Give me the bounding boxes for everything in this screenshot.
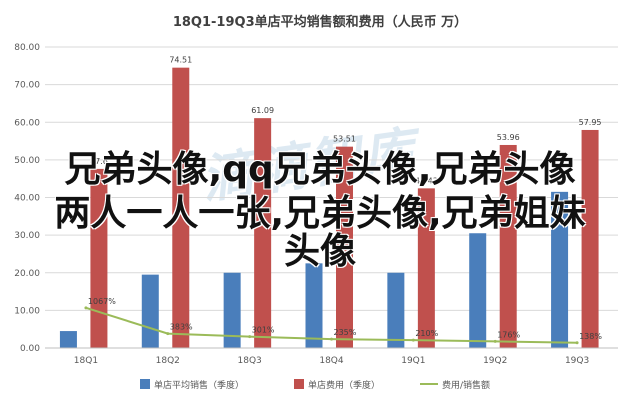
x-tick-label: 18Q2 bbox=[156, 356, 180, 366]
y-tick-label: 80.00 bbox=[14, 43, 40, 53]
data-label-ratio: 383% bbox=[170, 323, 193, 332]
bar-cost bbox=[254, 118, 272, 349]
bar-cost bbox=[336, 146, 353, 348]
bar-cost bbox=[581, 129, 599, 348]
data-label-ratio: 138% bbox=[579, 332, 602, 341]
x-tick-label: 18Q3 bbox=[238, 356, 262, 366]
bar-sales bbox=[59, 331, 77, 348]
y-tick-label: 70.00 bbox=[14, 81, 40, 91]
bar-sales bbox=[305, 263, 323, 348]
data-label-cost: 42.43 bbox=[415, 176, 438, 185]
chart-title: 18Q1-19Q3单店平均销售额和费用（人民币 万） bbox=[173, 14, 467, 30]
y-tick-label: 10.00 bbox=[14, 306, 40, 316]
ratio-point bbox=[84, 306, 88, 310]
y-tick-label: 40.00 bbox=[14, 194, 40, 204]
legend-swatch bbox=[140, 379, 150, 389]
x-tick-label: 19Q2 bbox=[483, 356, 507, 366]
data-label-ratio: 1067% bbox=[88, 297, 116, 306]
data-label-ratio: 176% bbox=[497, 330, 520, 339]
x-tick-label: 19Q1 bbox=[401, 356, 425, 366]
bar-cost bbox=[90, 168, 108, 348]
y-tick-label: 20.00 bbox=[14, 269, 40, 279]
legend-label: 单店平均销售（季度） bbox=[154, 379, 244, 391]
data-label-cost: 53.51 bbox=[333, 135, 356, 144]
y-tick-label: 30.00 bbox=[14, 231, 40, 241]
ratio-point bbox=[411, 338, 415, 342]
data-label-cost: 61.09 bbox=[251, 106, 274, 115]
ratio-point bbox=[248, 335, 252, 339]
ratio-point bbox=[575, 341, 579, 345]
data-label-cost: 74.51 bbox=[169, 56, 192, 65]
legend-swatch bbox=[294, 379, 304, 389]
y-tick-label: 0.00 bbox=[20, 344, 40, 354]
y-tick-label: 60.00 bbox=[14, 118, 40, 128]
bar-sales bbox=[141, 274, 159, 348]
bar-cost bbox=[499, 144, 517, 348]
x-tick-label: 18Q4 bbox=[319, 356, 344, 366]
data-label-ratio: 235% bbox=[334, 328, 357, 337]
ratio-point bbox=[493, 339, 497, 343]
bar-sales bbox=[551, 191, 569, 348]
bar-sales bbox=[223, 272, 241, 348]
bar-sales bbox=[387, 272, 405, 348]
data-label-cost: 57.95 bbox=[579, 118, 602, 127]
bar-cost bbox=[172, 67, 190, 348]
data-label-ratio: 301% bbox=[252, 326, 275, 335]
bar-cost bbox=[417, 188, 435, 348]
legend-label: 单店费用（季度） bbox=[308, 379, 380, 391]
ratio-point bbox=[166, 332, 170, 336]
x-tick-label: 19Q3 bbox=[565, 356, 589, 366]
ratio-point bbox=[330, 337, 333, 341]
y-tick-label: 50.00 bbox=[14, 156, 40, 166]
legend-label: 费用/销售额 bbox=[442, 379, 490, 391]
data-label-cost: 47.6 bbox=[90, 157, 108, 166]
data-label-ratio: 210% bbox=[415, 329, 438, 338]
x-tick-label: 18Q1 bbox=[74, 356, 98, 366]
bar-sales bbox=[469, 233, 487, 348]
data-label-cost: 53.96 bbox=[497, 133, 520, 142]
